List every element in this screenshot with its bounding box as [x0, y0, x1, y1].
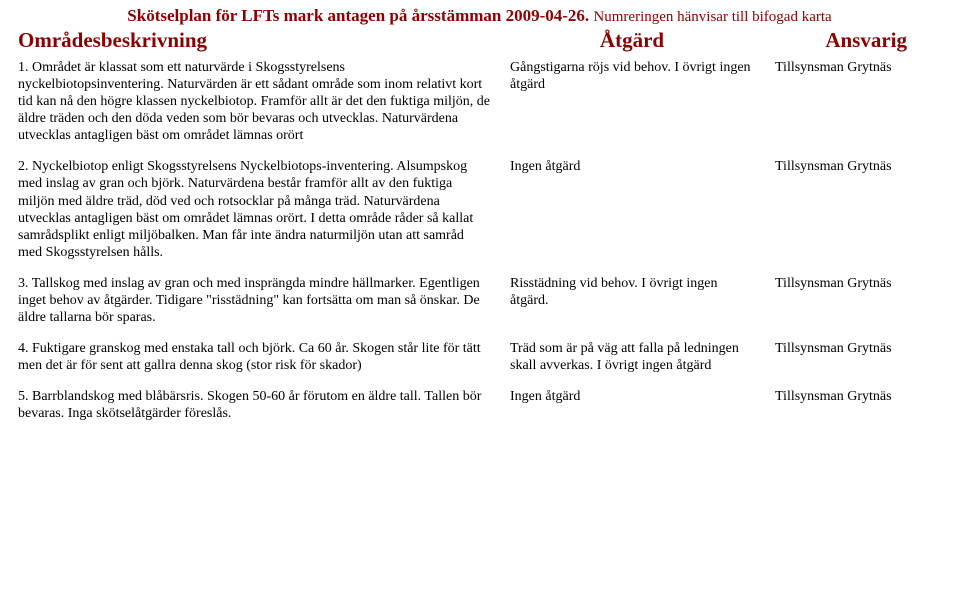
row-resp: Tillsynsman Grytnäs [775, 388, 941, 422]
desc-text: 2. Nyckelbiotop enligt Skogsstyrelsens N… [18, 158, 490, 260]
desc-text: 1. Området är klassat som ett naturvärde… [18, 59, 490, 144]
header-desc: Områdesbeskrivning [18, 28, 508, 53]
row-act: Risstädning vid behov. I övrigt ingen åt… [510, 275, 755, 326]
title-sub: Numreringen hänvisar till bifogad karta [593, 9, 831, 25]
title-main: Skötselplan för LFTs mark antagen på års… [127, 6, 589, 25]
row-act: Ingen åtgärd [510, 158, 755, 260]
row-resp: Tillsynsman Grytnäs [775, 340, 941, 374]
row-desc: 5. Barrblandskog med blåbärsris. Skogen … [18, 388, 490, 422]
row-desc: 1. Området är klassat som ett naturvärde… [18, 59, 490, 144]
page-title: Skötselplan för LFTs mark antagen på års… [18, 6, 941, 26]
header-resp: Ansvarig [756, 28, 941, 53]
row-resp: Tillsynsman Grytnäs [775, 158, 941, 260]
act-text: Träd som är på väg att falla på ledninge… [510, 340, 755, 374]
header-act: Åtgärd [508, 28, 756, 53]
column-headers: Områdesbeskrivning Åtgärd Ansvarig [18, 28, 941, 53]
row-desc: 3. Tallskog med inslag av gran och med i… [18, 275, 490, 326]
content-grid: 1. Området är klassat som ett naturvärde… [18, 59, 941, 422]
row-desc: 4. Fuktigare granskog med enstaka tall o… [18, 340, 490, 374]
act-text: Ingen åtgärd [510, 158, 755, 175]
row-resp: Tillsynsman Grytnäs [775, 59, 941, 144]
act-text: Gångstigarna röjs vid behov. I övrigt in… [510, 59, 755, 93]
row-act: Träd som är på väg att falla på ledninge… [510, 340, 755, 374]
row-act: Gångstigarna röjs vid behov. I övrigt in… [510, 59, 755, 144]
row-desc: 2. Nyckelbiotop enligt Skogsstyrelsens N… [18, 158, 490, 260]
act-text: Risstädning vid behov. I övrigt ingen åt… [510, 275, 755, 309]
desc-text: 4. Fuktigare granskog med enstaka tall o… [18, 340, 490, 374]
row-resp: Tillsynsman Grytnäs [775, 275, 941, 326]
desc-text: 5. Barrblandskog med blåbärsris. Skogen … [18, 388, 490, 422]
act-text: Ingen åtgärd [510, 388, 755, 405]
desc-text: 3. Tallskog med inslag av gran och med i… [18, 275, 490, 326]
row-act: Ingen åtgärd [510, 388, 755, 422]
